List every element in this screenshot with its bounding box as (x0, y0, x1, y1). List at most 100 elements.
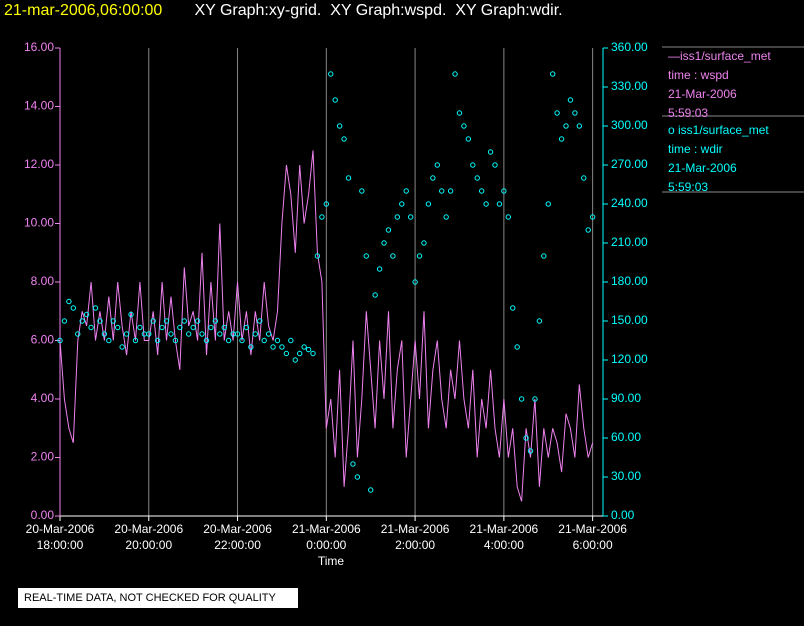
y2-tick-label: 180.00 (611, 274, 648, 288)
y2-tick-label: 330.00 (611, 79, 648, 93)
scatter-point (181, 318, 187, 324)
scatter-point (243, 324, 250, 331)
scatter-point (83, 311, 90, 318)
scatter-point (345, 175, 352, 181)
x-tick-label: 22:00:00 (214, 538, 261, 552)
scatter-point (194, 318, 201, 324)
scatter-point (265, 331, 272, 337)
scatter-point (456, 110, 463, 116)
x-tick-label: 6:00:00 (573, 538, 613, 552)
scatter-point (261, 337, 267, 344)
scatter-point (128, 311, 134, 318)
x-tick-label: 20-Mar-2006 (26, 522, 95, 536)
scatter-point (425, 201, 432, 207)
x-tick-label: 21-Mar-2006 (470, 522, 539, 536)
legend-entry: 5:59:03 (668, 180, 708, 194)
y2-tick-label: 0.00 (611, 508, 635, 522)
scatter-point (154, 337, 161, 344)
legend-entry: 21-Mar-2006 (668, 161, 737, 175)
footer-box (18, 588, 298, 608)
scatter-point (203, 337, 210, 344)
scatter-point (257, 318, 263, 324)
x-tick-label: 4:00:00 (484, 538, 524, 552)
scatter-point (217, 331, 223, 337)
scatter-point (296, 350, 303, 357)
chart-title: 21-mar-2006,06:00:00 (4, 2, 162, 19)
y2-tick-label: 60.00 (611, 430, 641, 444)
scatter-point (581, 175, 587, 181)
scatter-point (558, 136, 565, 142)
legend-entry: 21-Mar-2006 (668, 87, 737, 101)
scatter-point (146, 331, 152, 337)
scatter-point (354, 474, 361, 480)
scatter-point (186, 331, 192, 337)
y2-tick-label: 120.00 (611, 352, 648, 366)
scatter-point (341, 136, 347, 142)
scatter-point (137, 324, 143, 331)
scatter-point (461, 123, 467, 129)
scatter-point (199, 331, 205, 337)
scatter-point (177, 324, 183, 331)
y-tick-label: 2.00 (31, 450, 55, 464)
y-tick-label: 14.00 (24, 99, 54, 113)
x-axis-label: Time (318, 554, 345, 568)
scatter-point (190, 324, 196, 331)
scatter-point (572, 110, 578, 116)
legend-entry: 5:59:03 (668, 106, 708, 120)
scatter-point (434, 162, 440, 168)
scatter-point (212, 318, 219, 324)
x-tick-label: 0:00:00 (306, 538, 346, 552)
scatter-point (399, 201, 405, 207)
y2-tick-label: 270.00 (611, 157, 648, 171)
scatter-point (323, 201, 330, 207)
scatter-point (452, 71, 458, 77)
scatter-point (301, 344, 307, 350)
scatter-point (589, 214, 596, 220)
scatter-point (430, 175, 436, 181)
scatter-point (545, 201, 551, 207)
scatter-point (239, 337, 245, 344)
scatter-point (549, 71, 556, 77)
scatter-point (288, 337, 294, 344)
y-tick-label: 12.00 (24, 157, 54, 171)
scatter-point (350, 461, 356, 467)
x-tick-label: 18:00:00 (37, 538, 84, 552)
scatter-point (470, 162, 476, 168)
scatter-point (487, 149, 494, 155)
scatter-point (75, 331, 81, 337)
footer-text: REAL-TIME DATA, NOT CHECKED FOR QUALITY (24, 592, 276, 604)
scatter-point (501, 188, 507, 194)
legend-entry: o iss1/surface_met (668, 123, 769, 137)
scatter-point (88, 324, 94, 331)
scatter-point (465, 136, 472, 142)
scatter-point (527, 448, 534, 454)
scatter-point (536, 318, 543, 324)
scatter-point (123, 331, 130, 337)
scatter-point (381, 240, 387, 246)
y-tick-label: 16.00 (24, 40, 54, 54)
scatter-point (150, 318, 156, 324)
scatter-point (332, 97, 338, 103)
scatter-point (372, 292, 378, 298)
y2-tick-label: 30.00 (611, 469, 641, 483)
scatter-point (225, 337, 232, 344)
scatter-point (443, 214, 449, 220)
scatter-point (363, 253, 369, 259)
y2-tick-label: 210.00 (611, 235, 648, 249)
x-tick-label: 21-Mar-2006 (381, 522, 450, 536)
scatter-point (168, 331, 174, 337)
legend-entry: time : wdir (668, 142, 723, 156)
scatter-point (510, 305, 516, 311)
scatter-point (496, 201, 503, 207)
scatter-point (70, 305, 77, 311)
scatter-point (492, 162, 498, 168)
x-tick-label: 21-Mar-2006 (292, 522, 361, 536)
scatter-point (390, 253, 396, 259)
scatter-point (359, 188, 365, 194)
scatter-point (270, 344, 276, 350)
y-tick-label: 8.00 (31, 274, 55, 288)
scatter-point (110, 318, 116, 324)
scatter-point (541, 253, 547, 259)
scatter-point (248, 344, 254, 350)
